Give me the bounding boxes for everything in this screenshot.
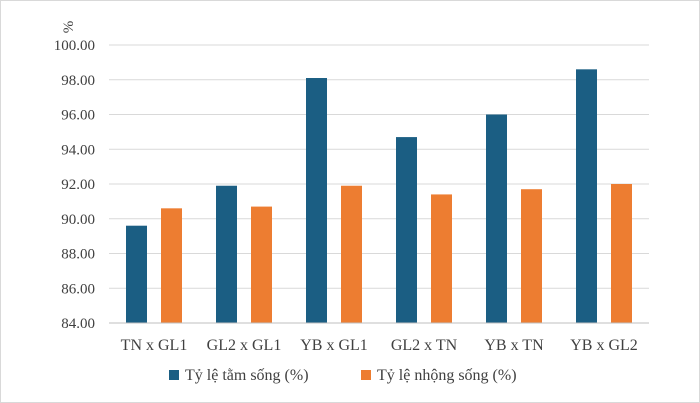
y-tick-label: 90.00: [61, 212, 95, 228]
x-category-label: YB x TN: [484, 337, 544, 354]
y-tick-label: 98.00: [61, 73, 95, 89]
bar-nhong-song: [161, 208, 182, 323]
bar-nhong-song: [521, 189, 542, 323]
gridlines: [109, 44, 649, 289]
y-tick-label: 88.00: [61, 247, 95, 263]
y-tick-label: 96.00: [61, 108, 95, 124]
bar-tam-song: [216, 185, 237, 323]
x-axis-categories: TN x GL1 GL2 x GL1 YB x GL1 GL2 x TN YB x TN…: [121, 337, 638, 354]
y-axis-unit-label: %: [61, 21, 77, 34]
x-category-label: YB x GL1: [300, 337, 368, 354]
legend-swatch: [169, 370, 179, 380]
legend-swatch: [361, 370, 371, 380]
legend-label: Tỷ lệ tằm sống (%): [185, 367, 309, 384]
bar-tam-song: [486, 114, 507, 323]
y-tick-label: 84.00: [61, 316, 95, 332]
bar-nhong-song: [341, 185, 362, 323]
bar-tam-song: [576, 69, 597, 323]
x-category-label: TN x GL1: [121, 337, 188, 354]
y-tick-label: 86.00: [61, 281, 95, 297]
x-category-label: GL2 x TN: [391, 337, 458, 354]
bar-tam-song: [306, 78, 327, 323]
bar-nhong-song: [431, 194, 452, 323]
y-tick-label: 100.00: [54, 38, 95, 54]
bar-tam-song: [126, 225, 147, 323]
bar-nhong-song: [611, 184, 632, 323]
legend-label: Tỷ lệ nhộng sống (%): [377, 367, 517, 384]
x-category-label: GL2 x GL1: [207, 337, 282, 354]
bars: [126, 69, 632, 323]
x-category-label: YB x GL2: [570, 337, 638, 354]
y-tick-label: 94.00: [61, 142, 95, 158]
legend: Tỷ lệ tằm sống (%) Tỷ lệ nhộng sống (%): [169, 367, 517, 384]
y-tick-label: 92.00: [61, 177, 95, 193]
bar-tam-song: [396, 137, 417, 323]
bar-nhong-song: [251, 206, 272, 323]
y-axis-ticks: 84.00 86.00 88.00 90.00 92.00 94.00 96.00 98.00…: [54, 38, 95, 332]
